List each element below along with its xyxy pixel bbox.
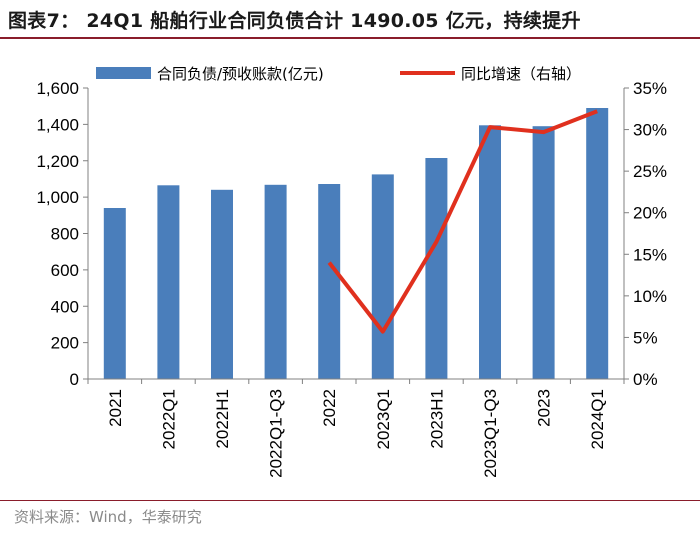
y-left-tick-label: 1,200 (36, 152, 79, 171)
y-right-tick-label: 25% (633, 162, 667, 181)
bar-series (103, 108, 609, 379)
legend-bar-label: 合同负债/预收账款(亿元) (157, 65, 324, 83)
y-right-tick-label: 15% (633, 245, 667, 264)
y-left-tick-label: 0 (70, 370, 79, 389)
y-right-tick-label: 30% (633, 121, 667, 140)
line-series (327, 109, 598, 334)
bar-2022Q1-Q3 (264, 184, 287, 379)
bar-2021 (103, 208, 126, 379)
y-right-tick-label: 20% (633, 204, 667, 223)
y-right-tick-label: 0% (633, 370, 658, 389)
bar-2023 (532, 126, 555, 379)
axes: 0 200 400 600 800 1,000 1,200 1,400 1,600 0% 5% 10%… (36, 79, 667, 478)
y-right-tick-label: 35% (633, 79, 667, 98)
growth-line (327, 109, 598, 334)
bar-2023Q1 (371, 174, 394, 379)
figure-title: 图表7： 24Q1 船舶行业合同负债合计 1490.05 亿元，持续提升 (8, 10, 581, 32)
legend: 合同负债/预收账款(亿元) 同比增速（右轴） (96, 65, 581, 83)
bar-2023Q1-Q3 (479, 125, 501, 379)
title-rule (0, 37, 700, 39)
bar-2022Q1 (157, 185, 180, 379)
x-tick-label: 2023H1 (427, 389, 446, 449)
source-note: 资料来源：Wind，华泰研究 (14, 508, 202, 526)
x-tick-label: 2023Q1 (374, 389, 393, 450)
y-left-tick-label: 800 (51, 225, 79, 244)
y-left-tick-label: 400 (51, 297, 79, 316)
y-left-tick-label: 1,600 (36, 79, 79, 98)
x-tick-label: 2023Q1-Q3 (481, 389, 500, 478)
bar-2022 (318, 184, 341, 379)
y-left-tick-label: 1,000 (36, 188, 79, 207)
x-tick-label: 2022 (320, 389, 339, 427)
chart: 合同负债/预收账款(亿元) 同比增速（右轴） 0 200 400 600 800 1,00… (36, 65, 667, 478)
legend-line-label: 同比增速（右轴） (461, 65, 581, 83)
x-tick-label: 2021 (106, 389, 125, 427)
bar-2023H1 (425, 158, 448, 379)
y-left-tick-label: 200 (51, 334, 79, 353)
y-right-tick-label: 5% (633, 328, 658, 347)
y-right-tick-label: 10% (633, 287, 667, 306)
bar-2024Q1 (586, 108, 609, 379)
x-tick-label: 2023 (535, 389, 554, 427)
x-tick-label: 2022H1 (213, 389, 232, 449)
x-tick-label: 2024Q1 (588, 389, 607, 450)
bar-2022H1 (211, 189, 233, 379)
y-left-tick-label: 600 (51, 261, 79, 280)
y-left-tick-label: 1,400 (36, 115, 79, 134)
x-tick-label: 2022Q1 (159, 389, 178, 450)
legend-bar-swatch (96, 67, 151, 79)
x-tick-label: 2022Q1-Q3 (267, 389, 286, 478)
source-rule (0, 500, 700, 501)
